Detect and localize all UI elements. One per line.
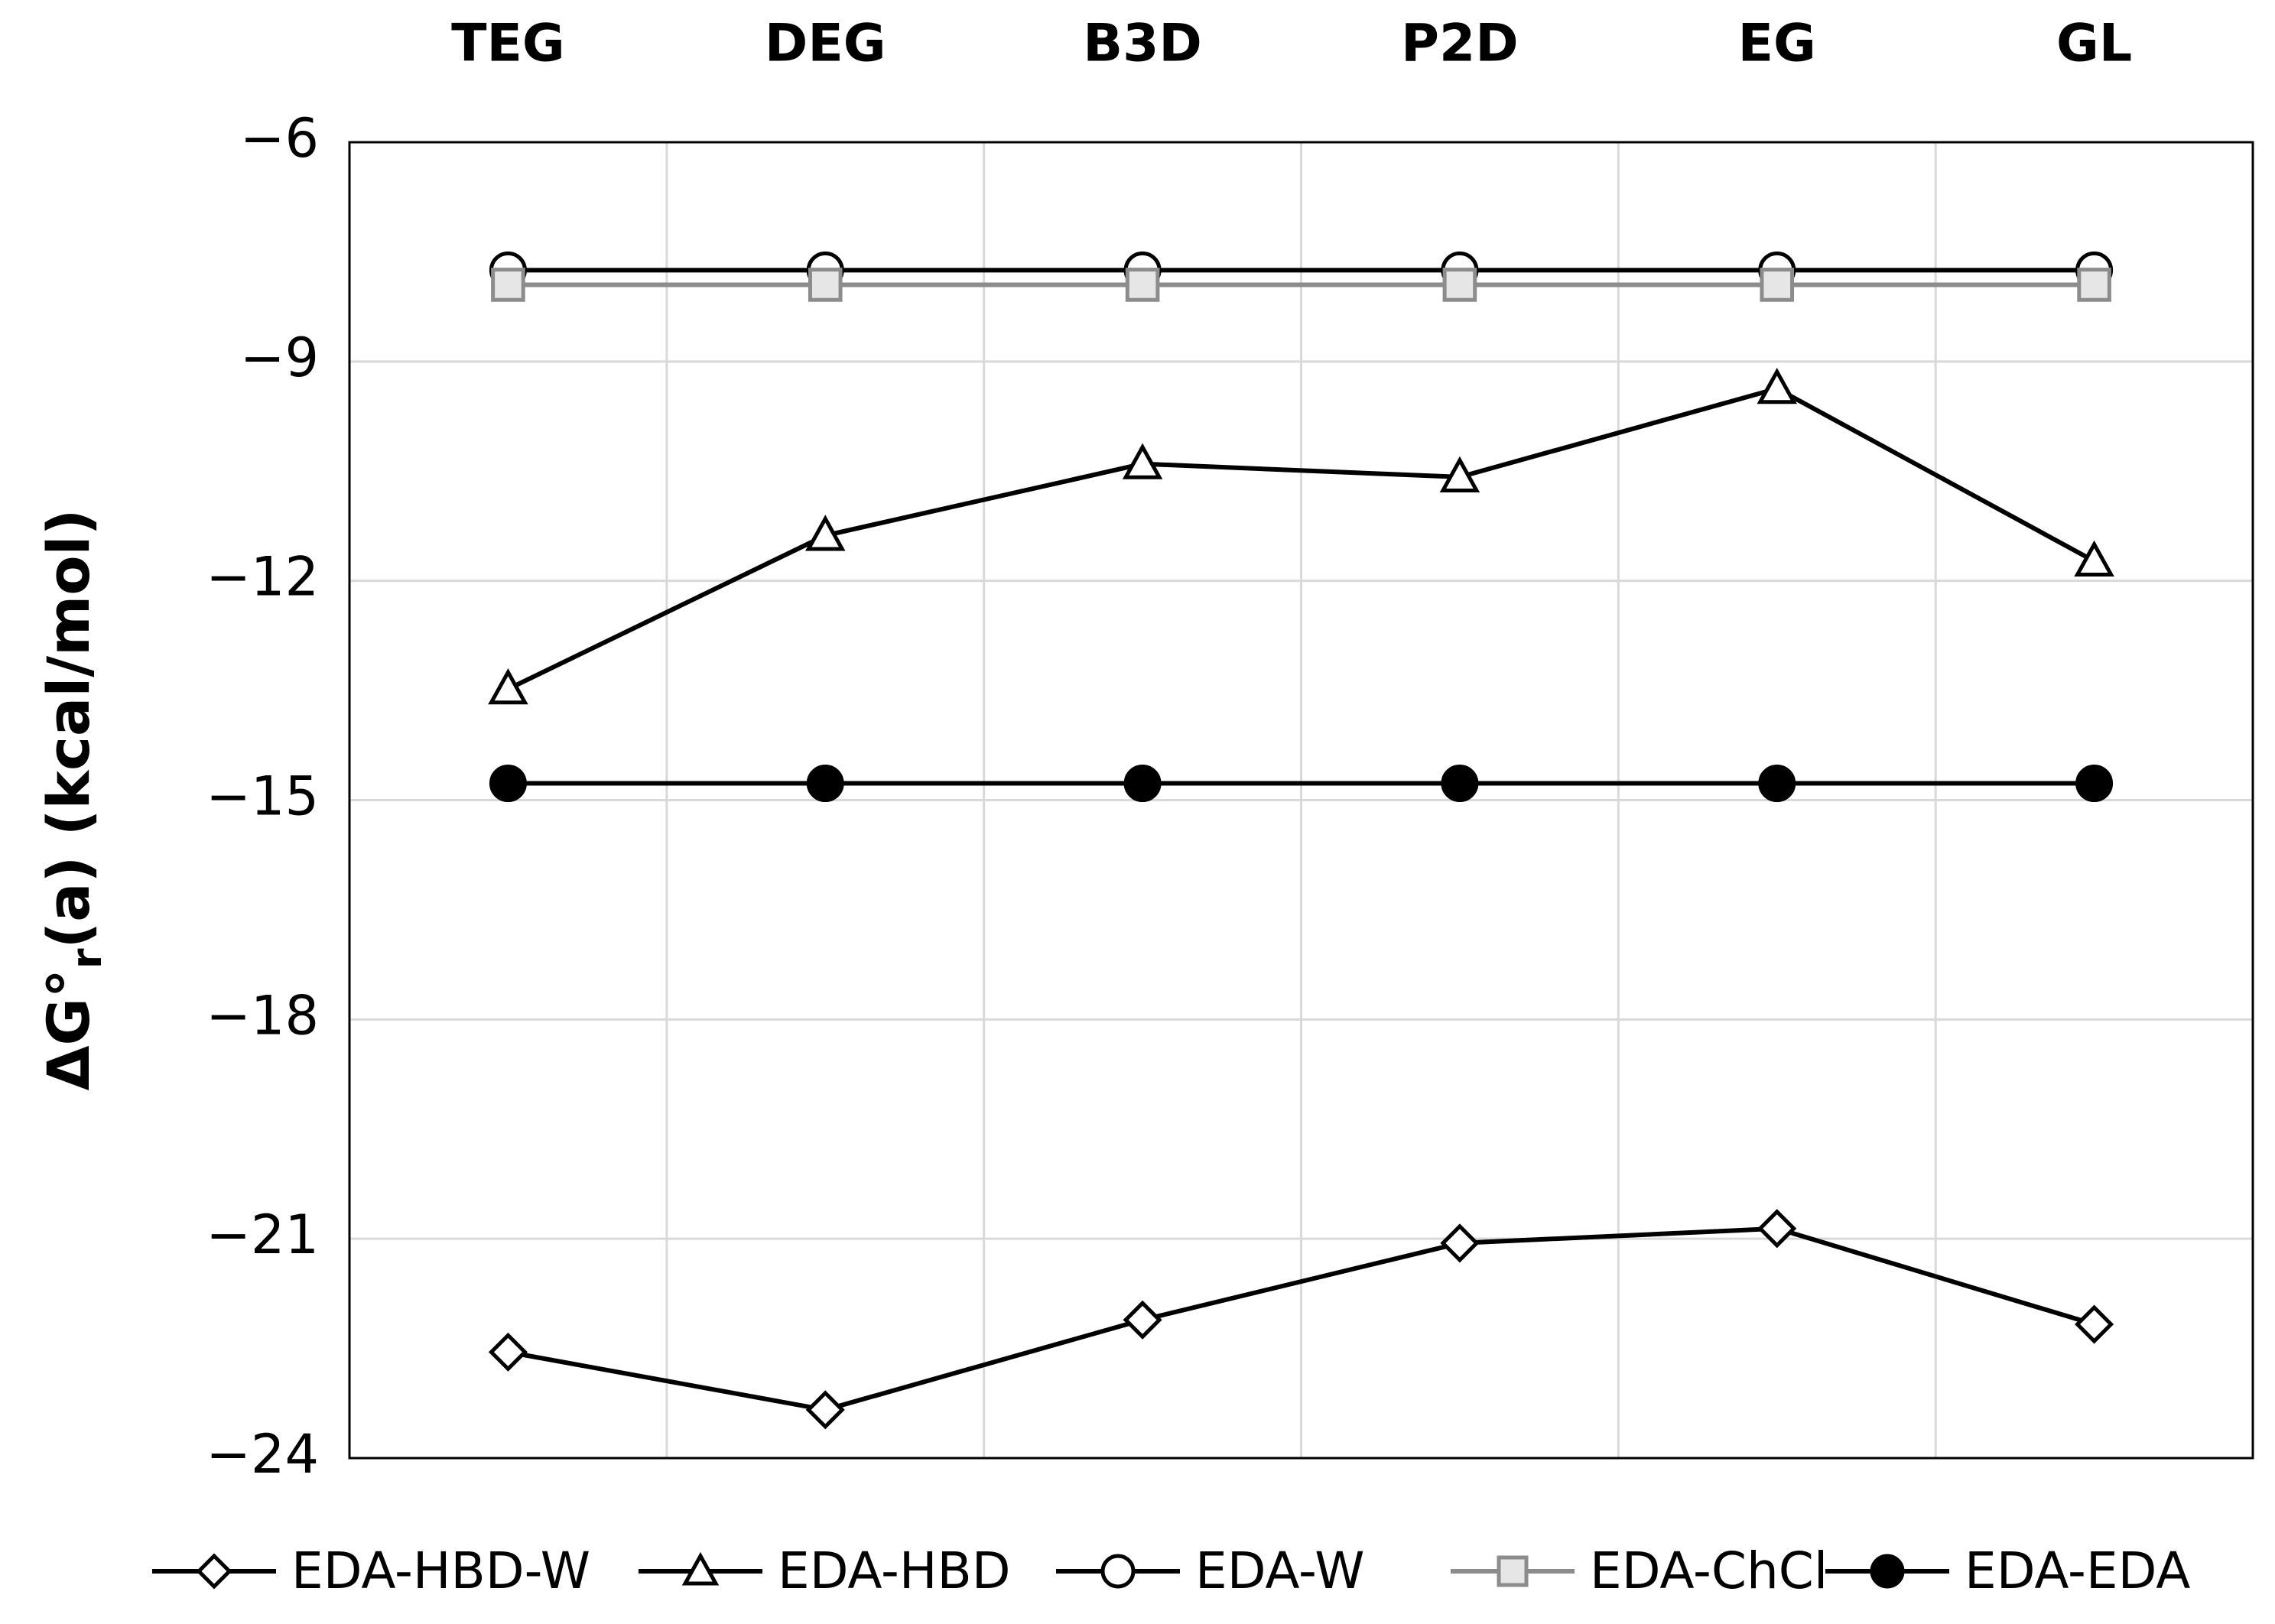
y-tick-label: −12: [206, 546, 319, 609]
series: [489, 765, 2114, 803]
data-point: [1760, 268, 1795, 302]
legend-marker: [1497, 1555, 1529, 1587]
y-axis-label: ΔG°r(a) (kcal/mol): [34, 509, 111, 1091]
data-point: [1125, 268, 1160, 302]
data-point: [1757, 1209, 1797, 1249]
category-label: GL: [2056, 14, 2132, 74]
category-label: EG: [1738, 14, 1816, 74]
y-tick-label: −21: [206, 1203, 319, 1266]
data-point: [1441, 765, 1479, 803]
data-point: [491, 268, 525, 302]
data-point: [488, 668, 528, 705]
legend-item: EDA-W: [1056, 1541, 1364, 1600]
data-point: [2075, 1304, 2114, 1344]
legend-item: EDA-ChCl: [1451, 1541, 1828, 1600]
y-label-main: ΔG°: [34, 969, 102, 1090]
data-point: [805, 515, 846, 551]
data-point: [808, 268, 843, 302]
y-label-rest: (a) (kcal/mol): [34, 509, 102, 949]
y-tick-label: −15: [206, 765, 319, 828]
y-tick-label: −9: [240, 326, 319, 389]
series: [491, 268, 2111, 302]
data-point: [1757, 368, 1797, 404]
y-tick-label: −24: [206, 1423, 319, 1486]
category-label: DEG: [765, 14, 886, 74]
data-point: [489, 765, 527, 803]
data-point: [488, 1332, 528, 1372]
legend-marker: [1100, 1554, 1136, 1589]
data-point: [1122, 443, 1163, 479]
legend-item: EDA-EDA: [1825, 1541, 2190, 1600]
plot-border: [348, 141, 2254, 1460]
y-tick-label: −18: [206, 984, 319, 1047]
data-point: [1440, 1223, 1480, 1263]
legend-label: EDA-HBD-W: [291, 1541, 590, 1600]
data-point: [806, 765, 844, 803]
legend-item: EDA-HBD-W: [152, 1541, 590, 1600]
legend-label: EDA-EDA: [1965, 1541, 2190, 1600]
y-label-sub: r: [63, 948, 111, 969]
legend-label: EDA-ChCl: [1590, 1541, 1828, 1600]
legend-marker: [1870, 1554, 1905, 1589]
data-point: [1123, 765, 1162, 803]
legend-marker: [681, 1551, 720, 1586]
legend-label: EDA-HBD: [778, 1541, 1011, 1600]
data-point: [1123, 1300, 1162, 1340]
category-label: B3D: [1083, 14, 1202, 74]
legend-marker: [196, 1553, 232, 1590]
data-point: [2075, 765, 2114, 803]
category-label: P2D: [1401, 14, 1519, 74]
y-tick-label: −6: [240, 107, 319, 170]
series: [488, 368, 2114, 705]
series-line: [507, 385, 2096, 691]
category-label: TEG: [451, 14, 565, 74]
series-line: [507, 1226, 2095, 1412]
data-point: [2074, 540, 2114, 577]
legend-item: EDA-HBD: [639, 1541, 1011, 1600]
series: [488, 1209, 2114, 1430]
data-point: [2077, 268, 2111, 302]
data-point: [1758, 765, 1796, 803]
data-point: [1439, 456, 1480, 492]
data-point: [1442, 268, 1477, 302]
data-point: [805, 1390, 845, 1430]
legend-label: EDA-W: [1195, 1541, 1364, 1600]
